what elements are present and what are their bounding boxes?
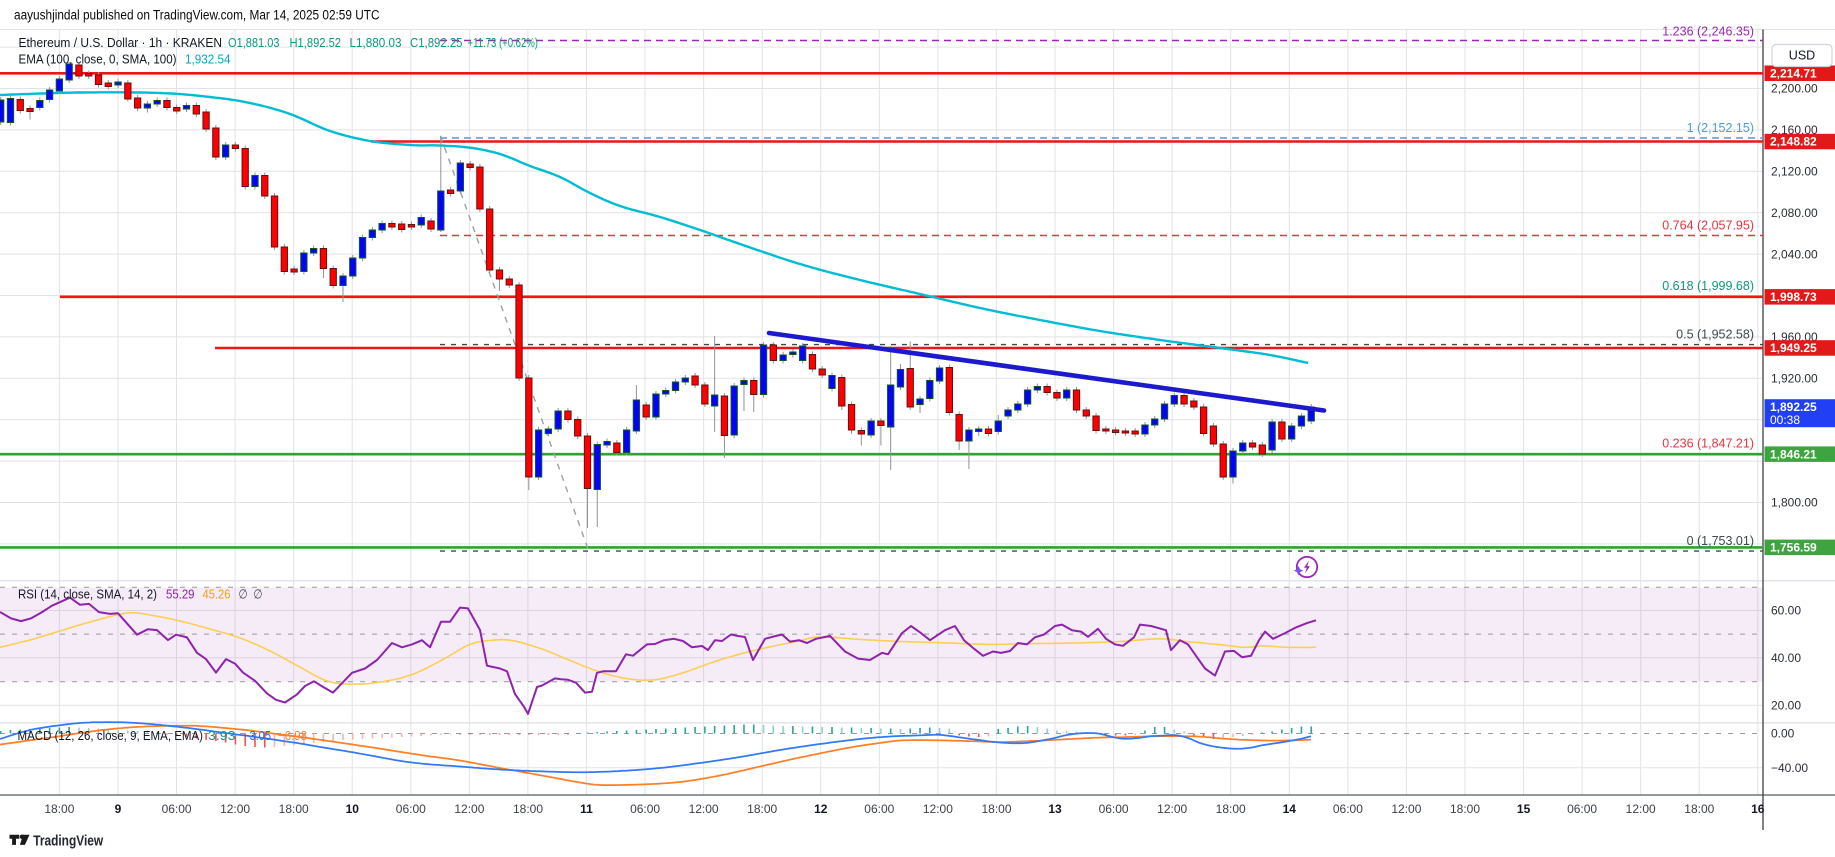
svg-text:20.00: 20.00: [1771, 699, 1801, 713]
svg-text:aayushjindal published on Trad: aayushjindal published on TradingView.co…: [14, 8, 380, 23]
svg-text:MACD (12, 26, close, 9, EMA, E: MACD (12, 26, close, 9, EMA, EMA): [18, 728, 204, 743]
svg-text:12:00: 12:00: [1626, 802, 1656, 816]
svg-text:L1,880.03: L1,880.03: [350, 35, 402, 50]
svg-text:2,200.00: 2,200.00: [1771, 82, 1818, 96]
svg-text:O1,881.03: O1,881.03: [228, 35, 280, 50]
svg-text:45.26: 45.26: [203, 587, 231, 602]
svg-text:18:00: 18:00: [44, 802, 74, 816]
svg-text:06:00: 06:00: [864, 802, 894, 816]
svg-text:1,846.21: 1,846.21: [1770, 447, 1817, 461]
svg-text:12:00: 12:00: [220, 802, 250, 816]
svg-text:USD: USD: [1789, 49, 1815, 63]
svg-text:−6.98: −6.98: [278, 728, 307, 743]
svg-text:55.29: 55.29: [166, 587, 195, 602]
svg-text:06:00: 06:00: [396, 802, 426, 816]
svg-text:0.236 (1,847.21): 0.236 (1,847.21): [1662, 437, 1754, 451]
svg-text:06:00: 06:00: [1099, 802, 1129, 816]
svg-text:12:00: 12:00: [1157, 802, 1187, 816]
svg-text:0.00: 0.00: [1771, 726, 1795, 740]
svg-text:06:00: 06:00: [1333, 802, 1363, 816]
svg-text:11: 11: [580, 802, 593, 816]
svg-text:3.93: 3.93: [208, 728, 236, 743]
svg-text:Ethereum / U.S. Dollar · 1h ·: Ethereum / U.S. Dollar · 1h · KRAKEN: [19, 35, 223, 50]
svg-text:16: 16: [1751, 802, 1765, 816]
svg-text:12:00: 12:00: [923, 802, 953, 816]
svg-text:1,800.00: 1,800.00: [1771, 496, 1818, 510]
svg-text:C1,892.25: C1,892.25: [410, 35, 463, 50]
svg-text:18:00: 18:00: [1684, 802, 1714, 816]
svg-text:40.00: 40.00: [1771, 651, 1801, 665]
svg-text:H1,892.52: H1,892.52: [290, 35, 342, 50]
svg-text:12:00: 12:00: [1391, 802, 1421, 816]
svg-text:18:00: 18:00: [279, 802, 309, 816]
svg-text:13: 13: [1048, 802, 1062, 816]
svg-text:06:00: 06:00: [1567, 802, 1597, 816]
svg-text:+11.73 (+0.62%): +11.73 (+0.62%): [468, 35, 539, 50]
svg-text:2,214.71: 2,214.71: [1770, 67, 1817, 81]
svg-text:1,892.25: 1,892.25: [1770, 400, 1817, 414]
svg-text:1 (2,152.15): 1 (2,152.15): [1687, 121, 1754, 135]
svg-text:14: 14: [1283, 802, 1297, 816]
svg-text:TradingView: TradingView: [33, 832, 103, 849]
svg-text:0.764 (2,057.95): 0.764 (2,057.95): [1662, 219, 1754, 233]
svg-text:RSI (14, close, SMA, 14, 2): RSI (14, close, SMA, 14, 2): [18, 587, 157, 602]
svg-text:10: 10: [346, 802, 360, 816]
svg-text:1,756.59: 1,756.59: [1770, 541, 1817, 555]
svg-text:60.00: 60.00: [1771, 604, 1801, 618]
svg-text:06:00: 06:00: [630, 802, 660, 816]
svg-text:1,998.73: 1,998.73: [1770, 290, 1817, 304]
svg-text:12: 12: [814, 802, 828, 816]
svg-text:18:00: 18:00: [747, 802, 777, 816]
svg-text:12:00: 12:00: [454, 802, 484, 816]
svg-text:1.236 (2,246.35): 1.236 (2,246.35): [1662, 25, 1754, 39]
svg-text:18:00: 18:00: [1450, 802, 1480, 816]
svg-text:0 (1,753.01): 0 (1,753.01): [1687, 534, 1754, 548]
svg-text:15: 15: [1517, 802, 1531, 816]
svg-text:∅ ∅: ∅ ∅: [239, 587, 263, 602]
svg-text:1,920.00: 1,920.00: [1771, 372, 1818, 386]
svg-text:00:38: 00:38: [1770, 413, 1800, 427]
svg-text:12:00: 12:00: [689, 802, 719, 816]
svg-text:06:00: 06:00: [162, 802, 192, 816]
svg-text:0.618 (1,999.68): 0.618 (1,999.68): [1662, 279, 1754, 293]
svg-text:1,932.54: 1,932.54: [185, 52, 231, 67]
svg-text:18:00: 18:00: [981, 802, 1011, 816]
svg-text:0.5 (1,952.58): 0.5 (1,952.58): [1676, 328, 1754, 342]
svg-text:1,949.25: 1,949.25: [1770, 341, 1817, 355]
svg-text:2,120.00: 2,120.00: [1771, 165, 1818, 179]
svg-text:2,080.00: 2,080.00: [1771, 206, 1818, 220]
svg-text:2,148.82: 2,148.82: [1770, 135, 1817, 149]
svg-text:EMA (100, close, 0, SMA, 100): EMA (100, close, 0, SMA, 100): [19, 52, 177, 67]
svg-text:−40.00: −40.00: [1771, 761, 1808, 775]
svg-text:18:00: 18:00: [1216, 802, 1246, 816]
svg-text:2,160.00: 2,160.00: [1771, 123, 1818, 137]
svg-text:−3.05: −3.05: [243, 728, 271, 743]
svg-text:18:00: 18:00: [513, 802, 543, 816]
svg-text:2,040.00: 2,040.00: [1771, 247, 1818, 261]
svg-text:9: 9: [115, 802, 122, 816]
